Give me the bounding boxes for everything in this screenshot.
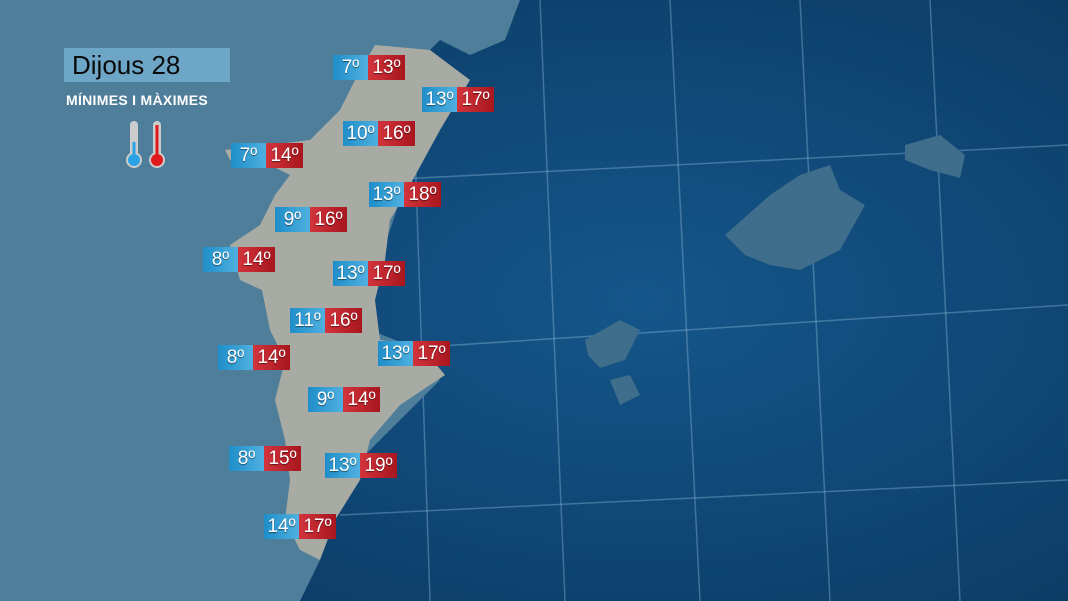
max-temperature: 14º bbox=[238, 247, 275, 272]
valencia-region bbox=[225, 45, 470, 560]
thermometer-hot-icon bbox=[149, 121, 165, 168]
temperature-pair: 7º 13º bbox=[333, 55, 405, 80]
mallorca bbox=[725, 165, 865, 270]
max-temperature: 14º bbox=[266, 143, 303, 168]
max-temperature: 17º bbox=[299, 514, 336, 539]
min-temperature: 13º bbox=[369, 182, 404, 207]
temperature-pair: 8º 14º bbox=[218, 345, 290, 370]
max-temperature: 16º bbox=[378, 121, 415, 146]
min-temperature: 9º bbox=[308, 387, 343, 412]
temperature-pair: 13º 17º bbox=[378, 341, 450, 366]
min-temperature: 13º bbox=[325, 453, 360, 478]
max-temperature: 13º bbox=[368, 55, 405, 80]
max-temperature: 16º bbox=[310, 207, 347, 232]
temperature-pair: 11º 16º bbox=[290, 308, 362, 333]
max-temperature: 18º bbox=[404, 182, 441, 207]
min-temperature: 7º bbox=[231, 143, 266, 168]
min-temperature: 13º bbox=[333, 261, 368, 286]
temperature-pair: 7º 14º bbox=[231, 143, 303, 168]
day-title-box: Dijous 28 bbox=[64, 48, 230, 82]
max-temperature: 14º bbox=[343, 387, 380, 412]
menorca bbox=[905, 135, 965, 178]
min-temperature: 10º bbox=[343, 121, 378, 146]
subtitle: MÍNIMES I MÀXIMES bbox=[66, 92, 208, 108]
min-temperature: 9º bbox=[275, 207, 310, 232]
max-temperature: 19º bbox=[360, 453, 397, 478]
temperature-pair: 13º 17º bbox=[333, 261, 405, 286]
formentera bbox=[610, 375, 640, 405]
max-temperature: 17º bbox=[368, 261, 405, 286]
min-temperature: 8º bbox=[229, 446, 264, 471]
min-temperature: 11º bbox=[290, 308, 325, 333]
temperature-pair: 13º 19º bbox=[325, 453, 397, 478]
thermometer-cold-icon bbox=[126, 121, 142, 168]
min-temperature: 13º bbox=[378, 341, 413, 366]
temperature-pair: 9º 14º bbox=[308, 387, 380, 412]
temperature-pair: 13º 18º bbox=[369, 182, 441, 207]
max-temperature: 17º bbox=[413, 341, 450, 366]
min-temperature: 14º bbox=[264, 514, 299, 539]
min-temperature: 8º bbox=[218, 345, 253, 370]
max-temperature: 14º bbox=[253, 345, 290, 370]
min-temperature: 7º bbox=[333, 55, 368, 80]
ibiza bbox=[585, 320, 640, 368]
min-temperature: 8º bbox=[203, 247, 238, 272]
temperature-pair: 8º 14º bbox=[203, 247, 275, 272]
temperature-pair: 10º 16º bbox=[343, 121, 415, 146]
temperature-pair: 9º 16º bbox=[275, 207, 347, 232]
max-temperature: 17º bbox=[457, 87, 494, 112]
max-temperature: 16º bbox=[325, 308, 362, 333]
day-title: Dijous 28 bbox=[72, 50, 181, 80]
temperature-pair: 14º 17º bbox=[264, 514, 336, 539]
temperature-pair: 13º 17º bbox=[422, 87, 494, 112]
min-temperature: 13º bbox=[422, 87, 457, 112]
temperature-pair: 8º 15º bbox=[229, 446, 301, 471]
max-temperature: 15º bbox=[264, 446, 301, 471]
